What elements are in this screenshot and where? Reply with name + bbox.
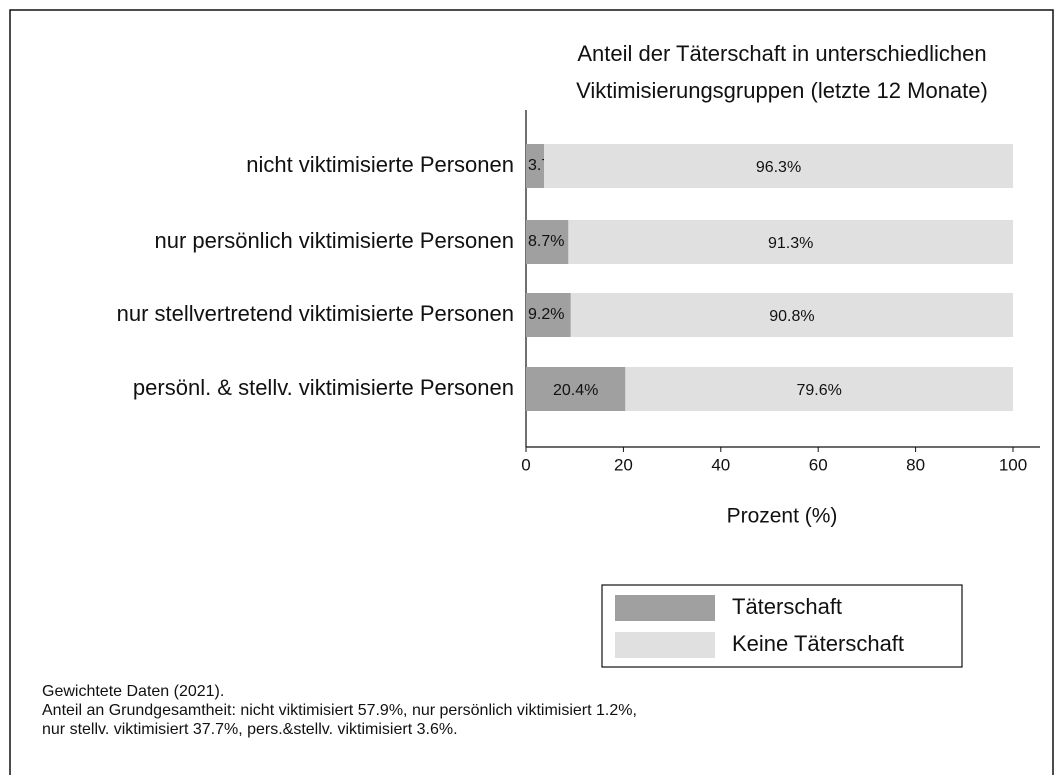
data-label: 90.8% (769, 308, 814, 325)
legend-swatch (615, 595, 715, 621)
data-label: 91.3% (768, 235, 813, 252)
y-tick-label: nur persönlich viktimisierte Personen (155, 228, 515, 253)
bar-segment (526, 144, 545, 188)
chart-title: Viktimisierungsgruppen (letzte 12 Monate… (576, 78, 988, 103)
x-tick-label: 60 (809, 455, 828, 474)
y-tick-label: nur stellvertretend viktimisierte Person… (117, 301, 514, 326)
y-tick-label: persönl. & stellv. viktimisierte Persone… (133, 375, 514, 400)
y-tick-label: nicht viktimisierte Personen (246, 152, 514, 177)
note: Gewichtete Daten (2021). (42, 683, 224, 700)
data-label: 96.3% (756, 159, 801, 176)
data-label: 8.7% (528, 233, 564, 250)
bar-segment (570, 293, 1013, 337)
bar-segment (526, 367, 626, 411)
frame (9, 9, 1054, 775)
bar-segment (544, 144, 1013, 188)
legend-swatch (615, 632, 715, 658)
bar-segment (625, 367, 1013, 411)
bar-segment (526, 220, 569, 264)
data-label: 79.6% (796, 382, 841, 399)
legend-label: Täterschaft (732, 594, 842, 619)
note: Anteil an Grundgesamtheit: nicht viktimi… (42, 702, 637, 719)
x-axis-label: Prozent (%) (727, 505, 838, 528)
x-tick-label: 40 (711, 455, 730, 474)
x-tick-label: 100 (999, 455, 1027, 474)
legend-label: Keine Täterschaft (732, 631, 904, 656)
chart-title: Anteil der Täterschaft in unterschiedlic… (577, 41, 986, 66)
bar-segment (568, 220, 1013, 264)
x-tick-label: 0 (521, 455, 530, 474)
data-label: 9.2% (528, 306, 564, 323)
x-tick-label: 80 (906, 455, 925, 474)
data-label: 20.4% (553, 382, 598, 399)
note: nur stellv. viktimisiert 37.7%, pers.&st… (42, 721, 458, 738)
bar-segment (526, 293, 571, 337)
x-tick-label: 20 (614, 455, 633, 474)
